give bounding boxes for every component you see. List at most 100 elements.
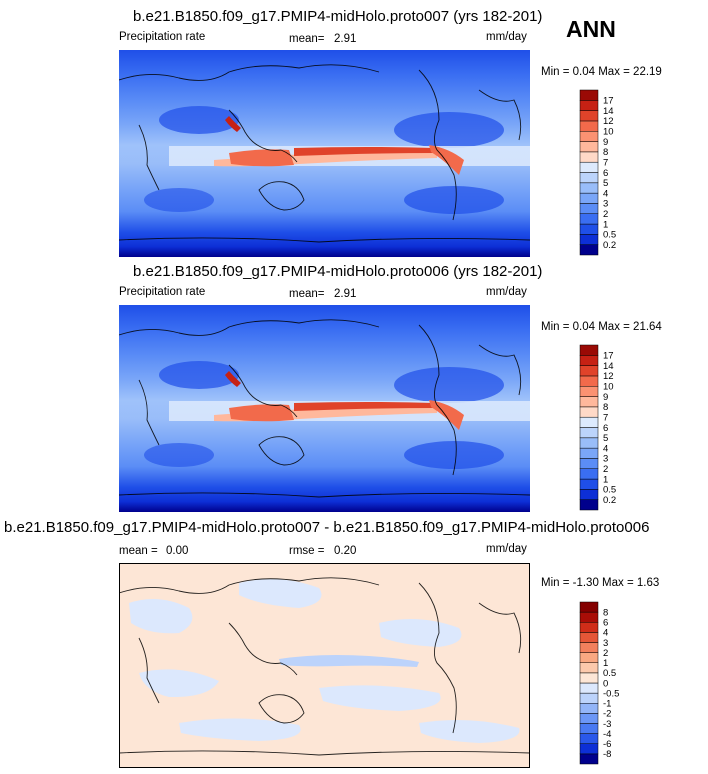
panel1-title: b.e21.B1850.f09_g17.PMIP4-midHolo.proto0… [133,8,543,25]
panel3-colorbar-box [579,672,599,684]
panel1-colorbar-label: 1 [603,219,608,230]
panel2-colorbar-box [579,499,599,511]
panel2-colorbar-label: 6 [603,423,608,434]
panel1-colorbar-box [579,182,599,194]
panel2-colorbar-label: 5 [603,433,608,444]
panel1-mean-label: mean= [289,33,325,45]
panel3-colorbar-box [579,682,599,694]
panel1-colorbar-box [579,172,599,184]
panel2-subtropical-dry-zones [144,361,504,469]
panel1-colorbar-label: 12 [603,116,614,127]
panel3-colorbar-label: 6 [603,618,608,629]
panel3-colorbar-label: 0.5 [603,668,616,679]
panel1-colorbar-box [579,192,599,204]
panel2-colorbar-box [579,427,599,439]
panel3-colorbar-label: -6 [603,739,611,750]
panel1-colorbar-label: 4 [603,188,608,199]
panel3-rmse-label: rmse = [289,545,325,557]
panel1-colorbar-box [579,244,599,256]
panel3-colorbar-box [579,703,599,714]
panel1-itcz-band [169,116,530,175]
panel2-colorbar-box [579,447,599,459]
panel1-minmax: Min = 0.04 Max = 22.19 [541,66,662,78]
panel1-colorbar-box [579,120,599,132]
panel3-colorbar-label: 4 [603,628,608,639]
panel1-colorbar-label: 5 [603,178,608,189]
panel1-colorbar-box [579,234,599,245]
panel1-colorbar-label: 8 [603,147,608,158]
panel3-colorbar-box [579,723,599,734]
panel2-minmax: Min = 0.04 Max = 21.64 [541,321,662,333]
panel3-colorbar-box [579,632,599,643]
panel2-colorbar-box [579,406,599,418]
panel1-colorbar-box [579,89,599,101]
panel2-variable: Precipitation rate [119,286,206,298]
panel3-colorbar-label: 0 [603,678,608,689]
panel3-colorbar-box [579,611,599,623]
panel2-units: mm/day [486,286,527,298]
panel2-colorbar-label: 9 [603,392,608,403]
panel2-colorbar-box [579,355,599,366]
panel2-colorbar-box [579,416,599,428]
panel1-subtropical-dry-zones [144,106,504,214]
panel1-map [119,50,530,257]
panel2-coastlines [119,319,530,498]
panel3-colorbar-box [579,692,599,704]
panel2-colorbar-label: 2 [603,464,608,475]
panel2-colorbar-box [579,396,599,408]
panel1-units: mm/day [486,31,527,43]
panel1-mean-value: 2.91 [334,33,357,45]
panel2-colorbar-box [579,468,599,480]
panel1-colorbar-label: 7 [603,157,608,168]
panel3-minmax: Min = -1.30 Max = 1.63 [541,577,660,589]
panel3-colorbar-label: -4 [603,729,611,740]
panel3-colorbar-label: 8 [603,607,608,618]
season-label: ANN [566,16,616,42]
panel2-colorbar-label: 0.2 [603,495,616,506]
panel3-colorbar-label: -3 [603,719,611,730]
panel2-colorbar-label: 14 [603,361,614,372]
panel3-negative-patches [129,579,520,743]
panel2-colorbar-label: 0.5 [603,485,616,496]
panel1-colorbar-label: 6 [603,168,608,179]
panel3-units: mm/day [486,543,527,555]
panel1-colorbar-box [579,213,599,225]
panel3-colorbar-box [579,743,599,755]
panel2-title: b.e21.B1850.f09_g17.PMIP4-midHolo.proto0… [133,263,543,280]
panel2-colorbar-label: 8 [603,402,608,413]
panel3-mean-value: 0.00 [166,545,189,557]
panel2-colorbar-box [579,386,599,397]
panel1-colorbar-box [579,223,599,235]
panel3-colorbar-label: -1 [603,699,611,710]
panel1-colorbar-label: 14 [603,106,614,117]
panel3-colorbar-box [579,642,599,653]
panel2-colorbar-box [579,375,599,387]
panel1-colorbar-label: 0.5 [603,230,616,241]
panel1-colorbar-box [579,203,599,214]
panel1-colorbar-label: 3 [603,199,608,210]
panel3-title: b.e21.B1850.f09_g17.PMIP4-midHolo.proto0… [4,519,650,536]
panel1-coastlines [119,64,530,243]
panel2-colorbar-box [579,365,599,377]
panel2-colorbar-box [579,458,599,469]
panel1-colorbar-label: 17 [603,96,614,107]
panel1-colorbar-label: 0.2 [603,240,616,251]
panel2-colorbar-label: 12 [603,371,614,382]
panel2-colorbar-label: 17 [603,351,614,362]
panel3-colorbar-label: 3 [603,638,608,649]
panel1-colorbar-box [579,100,599,111]
panel2-colorbar-box [579,437,599,449]
panel2-colorbar-label: 1 [603,474,608,485]
panel1-variable: Precipitation rate [119,31,206,43]
panel3-colorbar-box [579,753,599,765]
panel1-colorbar-box [579,141,599,153]
panel3-colorbar-box [579,622,599,633]
panel2-colorbar-box [579,478,599,490]
panel1-colorbar-label: 10 [603,127,614,138]
panel3-colorbar-label: -2 [603,709,611,720]
panel2-colorbar-label: 4 [603,443,608,454]
panel3-coastlines [119,577,530,756]
panel2-colorbar-label: 10 [603,382,614,393]
